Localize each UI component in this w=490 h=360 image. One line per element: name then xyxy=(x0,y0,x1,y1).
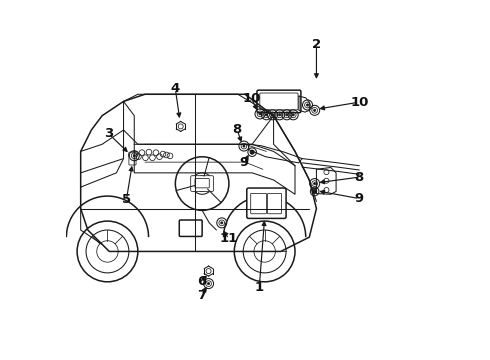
FancyBboxPatch shape xyxy=(195,179,209,188)
Text: 7: 7 xyxy=(197,288,206,302)
Circle shape xyxy=(313,189,317,194)
Circle shape xyxy=(133,155,135,157)
FancyBboxPatch shape xyxy=(129,152,136,165)
Circle shape xyxy=(314,109,316,111)
Circle shape xyxy=(220,222,223,224)
Text: 2: 2 xyxy=(312,38,321,51)
FancyBboxPatch shape xyxy=(179,220,202,237)
Text: 5: 5 xyxy=(122,193,131,206)
Circle shape xyxy=(286,114,288,116)
Text: 8: 8 xyxy=(355,171,364,184)
Circle shape xyxy=(250,150,254,154)
Text: 6: 6 xyxy=(197,275,207,288)
Circle shape xyxy=(314,183,316,185)
FancyBboxPatch shape xyxy=(247,188,286,219)
Circle shape xyxy=(271,114,273,116)
Circle shape xyxy=(243,145,245,147)
Circle shape xyxy=(266,114,268,116)
Text: 11: 11 xyxy=(220,233,238,246)
FancyBboxPatch shape xyxy=(191,176,214,192)
Circle shape xyxy=(306,104,309,106)
Text: 10: 10 xyxy=(242,92,261,105)
FancyBboxPatch shape xyxy=(251,193,267,214)
Text: 8: 8 xyxy=(233,123,242,136)
FancyBboxPatch shape xyxy=(257,90,301,113)
Text: 3: 3 xyxy=(104,127,113,140)
Text: 4: 4 xyxy=(171,82,180,95)
Circle shape xyxy=(292,114,294,116)
Circle shape xyxy=(279,114,281,116)
Text: 9: 9 xyxy=(240,156,249,169)
Circle shape xyxy=(207,283,210,285)
FancyBboxPatch shape xyxy=(260,93,298,110)
Text: 10: 10 xyxy=(350,96,368,109)
Text: 1: 1 xyxy=(255,281,264,294)
Circle shape xyxy=(259,113,261,115)
Text: 9: 9 xyxy=(355,192,364,205)
FancyBboxPatch shape xyxy=(268,193,281,214)
